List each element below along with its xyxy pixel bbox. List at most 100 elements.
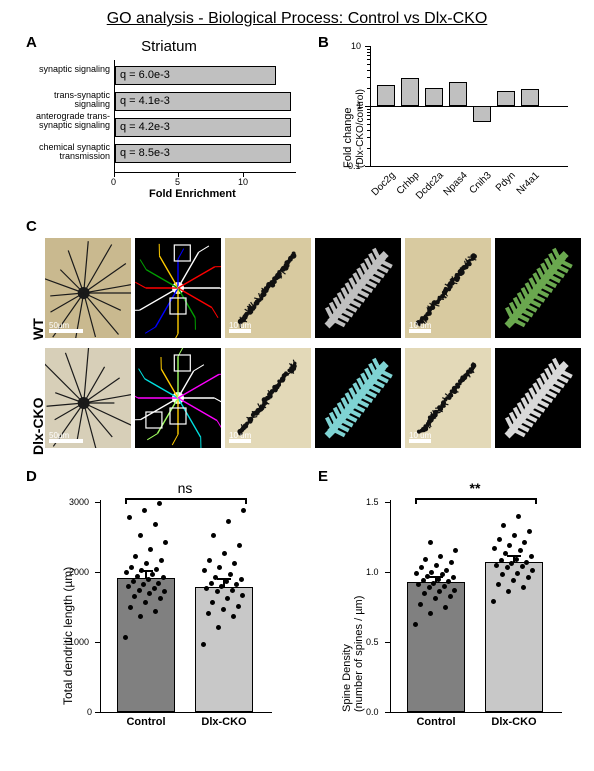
- scatter-dot: [446, 579, 451, 584]
- scatter-dot: [152, 586, 157, 591]
- scatter-dot: [159, 558, 164, 563]
- panel-a-q: q = 8.5e-3: [120, 147, 170, 159]
- scatter-dot: [511, 578, 516, 583]
- panel-e-chart: Spine Density (number of spines / µm) 0.…: [335, 480, 580, 760]
- scatter-dot: [131, 579, 136, 584]
- scatter-dot: [224, 579, 229, 584]
- scatter-dot: [154, 567, 159, 572]
- scatter-dot: [144, 561, 149, 566]
- panel-e-label: E: [318, 468, 328, 485]
- panel-a-xtick: 0: [111, 177, 116, 187]
- scatter-dot: [491, 599, 496, 604]
- scatter-dot: [515, 571, 520, 576]
- scatter-dot: [237, 543, 242, 548]
- scatter-dot: [158, 596, 163, 601]
- scatter-dot: [428, 540, 433, 545]
- scatter-dot: [453, 548, 458, 553]
- scatter-dot: [520, 564, 525, 569]
- scatter-dot: [494, 563, 499, 568]
- panel-a-subtitle: Striatum: [34, 38, 304, 55]
- panel-c-cell: [495, 348, 581, 448]
- scatter-dot: [236, 604, 241, 609]
- scatter-dot: [228, 572, 233, 577]
- panel-b-ytick: 10: [351, 41, 361, 51]
- panel-c-cell: [315, 348, 401, 448]
- panel-c-cell: 10 um: [225, 348, 311, 448]
- scatter-dot: [162, 589, 167, 594]
- panel-a-q: q = 4.2e-3: [120, 121, 170, 133]
- panel-c-cell: [495, 238, 581, 338]
- scatter-dot: [418, 602, 423, 607]
- panel-a-cat: chemical synaptic transmission: [30, 143, 110, 162]
- panel-c-row2-label: Dlx-CKO: [30, 397, 46, 455]
- scatter-dot: [422, 591, 427, 596]
- scatter-dot: [216, 625, 221, 630]
- scatter-dot: [507, 543, 512, 548]
- scatter-dot: [132, 594, 137, 599]
- scatter-dot: [419, 565, 424, 570]
- panel-b-bar: [449, 82, 467, 106]
- panel-b-label: B: [318, 34, 329, 51]
- scatter-dot: [150, 572, 155, 577]
- panel-b-bar: [473, 106, 491, 122]
- panel-c-images: 50µm10 um10 um50µm10 um10 um: [45, 238, 579, 456]
- scatter-dot: [414, 571, 419, 576]
- scatter-dot: [153, 522, 158, 527]
- scatter-dot: [423, 557, 428, 562]
- scatter-dot: [444, 568, 449, 573]
- scatter-dot: [133, 554, 138, 559]
- scatter-dot: [442, 584, 447, 589]
- scatter-dot: [526, 575, 531, 580]
- scatter-dot: [524, 560, 529, 565]
- scatter-dot: [449, 560, 454, 565]
- scatter-dot: [427, 585, 432, 590]
- scatter-dot: [139, 568, 144, 573]
- scatter-dot: [141, 582, 146, 587]
- scatter-dot: [128, 605, 133, 610]
- scatter-dot: [433, 596, 438, 601]
- panel-a-chart: Striatum 0 5 10 Fold Enrichment synaptic…: [34, 38, 304, 208]
- scatter-dot: [231, 614, 236, 619]
- scatter-dot: [421, 578, 426, 583]
- panel-c-cell: [135, 348, 221, 448]
- panel-a-xaxis: [114, 172, 296, 173]
- scatter-dot: [146, 577, 151, 582]
- panel-a-q: q = 4.1e-3: [120, 95, 170, 107]
- scatter-dot: [202, 568, 207, 573]
- scatter-dot: [204, 586, 209, 591]
- panel-d-label: D: [26, 468, 37, 485]
- scatter-dot: [518, 548, 523, 553]
- scatter-dot: [429, 570, 434, 575]
- scatter-dot: [239, 577, 244, 582]
- panel-b-baseline: [370, 106, 568, 107]
- panel-a-cat: trans-synaptic signaling: [30, 91, 110, 110]
- scatter-dot: [163, 540, 168, 545]
- panel-c-cell: 10 um: [405, 238, 491, 338]
- scatter-dot: [240, 593, 245, 598]
- scatter-dot: [230, 588, 235, 593]
- panel-a-cat: synaptic signaling: [30, 65, 110, 74]
- panel-c-cell: [315, 238, 401, 338]
- scatter-dot: [147, 591, 152, 596]
- panel-c-cell: 50µm: [45, 238, 131, 338]
- panel-b-chart: 10 1 0.1 Fold change (Dlx-CKO/control): [330, 38, 575, 218]
- panel-b-bar: [401, 78, 419, 106]
- scatter-dot: [492, 546, 497, 551]
- panel-c-label: C: [26, 218, 37, 235]
- scatter-dot: [137, 588, 142, 593]
- scatter-dot: [129, 565, 134, 570]
- scatter-dot: [209, 581, 214, 586]
- scatter-dot: [217, 565, 222, 570]
- scatter-dot: [234, 582, 239, 587]
- scatter-dot: [213, 575, 218, 580]
- scatter-dot: [500, 572, 505, 577]
- scatter-dot: [496, 582, 501, 587]
- scatter-dot: [522, 540, 527, 545]
- panel-c-cell: 10 um: [405, 348, 491, 448]
- scatter-dot: [210, 600, 215, 605]
- scatter-dot: [452, 588, 457, 593]
- scatter-dot: [431, 581, 436, 586]
- scatter-dot: [505, 565, 510, 570]
- scatter-dot: [499, 558, 504, 563]
- scatter-dot: [516, 514, 521, 519]
